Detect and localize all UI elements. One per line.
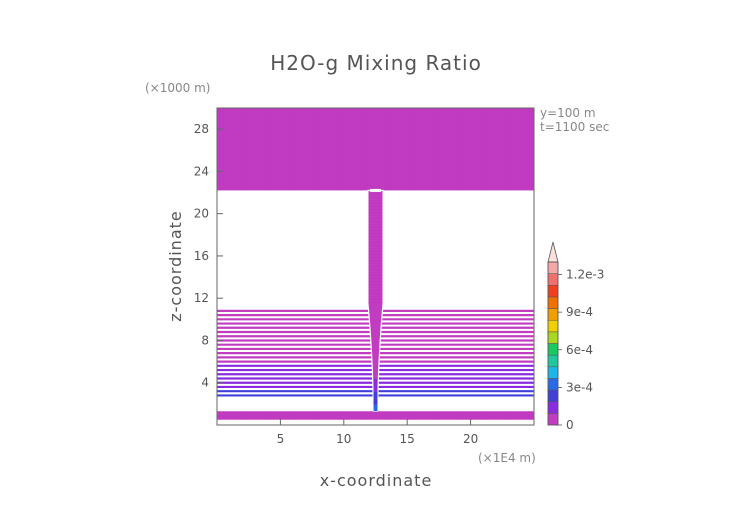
colorbar-swatch [547,285,559,298]
y-tick-label: 24 [194,164,209,178]
colorbar-swatch [547,401,559,414]
field-band [217,108,534,191]
colorbar-tick-label: 6e-4 [566,343,593,357]
y-tick-label: 4 [201,376,209,390]
plot-area: 5 10 15 20 4 8 12 16 20 24 28 [194,107,535,446]
x-tick-label: 15 [400,432,415,446]
updraft-core [373,398,378,405]
colorbar-tick-label: 1.2e-3 [566,268,604,282]
colorbar-swatch [547,366,559,379]
y-tick-label: 20 [194,207,209,221]
x-ticks: 5 10 15 20 [277,419,478,446]
colorbar-swatch [547,378,559,391]
y-unit-label: (×1000 m) [145,81,210,95]
colorbar-tick-label: 0 [566,418,574,432]
y-tick-label: 28 [194,122,209,136]
colorbar-swatch [547,331,559,344]
colorbar-swatch [547,261,559,274]
field-band [217,411,534,420]
y-ticks: 4 8 12 16 20 24 28 [194,122,223,390]
annotation-y: y=100 m [540,106,596,120]
x-axis-label: x-coordinate [320,471,433,490]
y-tick-label: 8 [201,333,209,347]
colorbar-swatch [547,319,559,333]
colorbar-tick-label: 3e-4 [566,380,593,394]
mixing-ratio-field [217,108,534,420]
updraft-core [373,372,378,379]
y-axis-label: z-coordinate [166,210,185,322]
colorbar-frame [547,261,559,426]
y-tick-label: 12 [194,291,209,305]
colorbar-swatch [547,296,559,309]
x-unit-label: (×1E4 m) [478,451,536,465]
updraft-core [373,385,378,392]
x-tick-label: 20 [463,432,478,446]
chart-title: H2O-g Mixing Ratio [270,51,482,75]
updraft-core [373,378,378,386]
colorbar-swatch [547,389,559,402]
annotation-t: t=1100 sec [540,120,609,134]
x-tick-label: 5 [277,432,285,446]
plot-frame [216,107,535,426]
y-tick-label: 16 [194,249,209,263]
updraft-core [373,404,378,412]
colorbar-swatch [547,343,559,356]
updraft-core [373,391,378,399]
colorbar-swatch [547,273,559,286]
colorbar-tick-label: 9e-4 [566,305,593,319]
colorbar-swatch [547,308,559,321]
colorbar: 0 3e-4 6e-4 9e-4 1.2e-3 [547,241,604,432]
colorbar-swatch [547,354,559,368]
colorbar-extend-arrow [547,241,559,263]
colorbar-swatch [547,413,559,426]
x-tick-label: 10 [336,432,351,446]
